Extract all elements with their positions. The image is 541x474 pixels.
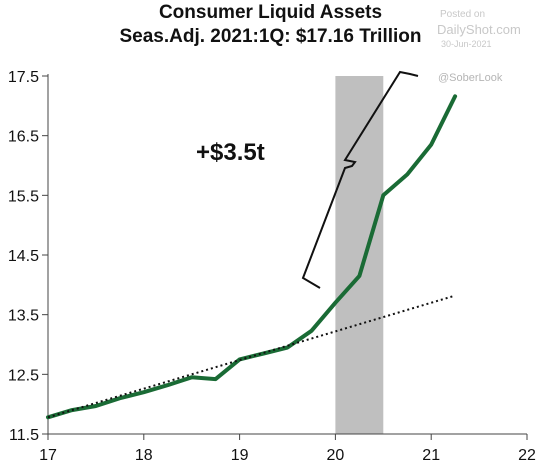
x-tick-label: 17 (39, 447, 57, 464)
chart-title: Consumer Liquid Assets (158, 2, 383, 23)
shaded-region (335, 76, 384, 434)
y-tick-label: 12.5 (8, 367, 39, 384)
x-tick-label: 20 (327, 447, 345, 464)
axes-layer: 11.5 12.5 13.5 14.5 15.5 16.5 17.5 17 18 19 20 21 22 (8, 69, 536, 464)
annotation-bracket (301, 70, 419, 289)
y-tick-label: 17.5 (8, 69, 39, 86)
x-tick-label: 21 (422, 447, 440, 464)
y-tick-label: 16.5 (8, 129, 39, 146)
x-tick-label: 18 (135, 447, 153, 464)
watermark-site: DailyShot.com (437, 22, 521, 37)
x-tick-label: 22 (518, 447, 536, 464)
x-tick-label: 19 (231, 447, 249, 464)
annotation-layer: +$3.5t (196, 70, 419, 289)
series-line (46, 94, 458, 420)
annotation-label: +$3.5t (196, 139, 265, 166)
watermark-date: 30-Jun-2021 (441, 39, 492, 49)
y-tick-label: 14.5 (8, 248, 39, 265)
y-tick-label: 11.5 (9, 427, 39, 444)
watermark-posted-label: Posted on (440, 9, 486, 20)
watermark-handle: @SoberLook (438, 72, 503, 84)
y-tick-label: 13.5 (8, 308, 39, 325)
series-layer (46, 94, 458, 420)
shaded-region-layer (335, 76, 384, 434)
y-tick-label: 15.5 (8, 188, 39, 205)
trend-line (47, 294, 456, 419)
chart-subtitle: Seas.Adj. 2021:1Q: $17.16 Trillion (119, 26, 422, 47)
